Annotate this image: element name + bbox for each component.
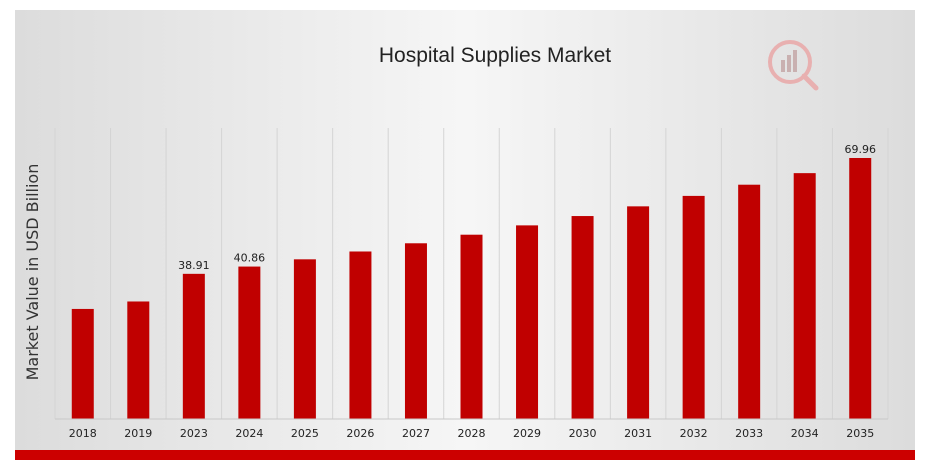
x-tick-label: 2034 — [791, 427, 819, 440]
grid-layer — [54, 128, 889, 419]
x-tick-label: 2023 — [180, 427, 208, 440]
x-tick-label: 2028 — [458, 427, 486, 440]
x-tick-label: 2027 — [402, 427, 430, 440]
bar-2033 — [738, 184, 761, 419]
x-tick-label: 2030 — [569, 427, 597, 440]
bar-2028 — [460, 234, 483, 419]
data-label: 38.91 — [178, 259, 210, 272]
label-layer: 38.91 40.86 69.96 — [178, 143, 876, 272]
bar-2027 — [404, 243, 427, 419]
x-tick-label: 2024 — [235, 427, 263, 440]
tick-layer: 2018 2019 2023 2024 2025 2026 2027 2028 2029 2030… — [69, 427, 874, 440]
bar-2018 — [71, 308, 94, 419]
data-label: 40.86 — [234, 252, 266, 265]
x-tick-label: 2029 — [513, 427, 541, 440]
bar-2023 — [182, 273, 205, 419]
bottom-accent-bar — [15, 450, 915, 460]
bar-2032 — [682, 195, 705, 419]
bar-layer — [71, 157, 872, 419]
y-axis-label: Market Value in USD Billion — [23, 164, 42, 381]
bar-2031 — [627, 206, 650, 419]
x-tick-label: 2018 — [69, 427, 97, 440]
brand-logo-icon — [768, 40, 819, 91]
bar-2019 — [127, 301, 150, 419]
bar-2034 — [793, 173, 816, 419]
chart-title: Hospital Supplies Market — [379, 44, 611, 67]
x-tick-label: 2019 — [124, 427, 152, 440]
bar-2025 — [293, 259, 316, 419]
x-tick-label: 2025 — [291, 427, 319, 440]
bar-2035 — [849, 157, 872, 419]
x-tick-label: 2032 — [680, 427, 708, 440]
x-tick-label: 2031 — [624, 427, 652, 440]
x-tick-label: 2033 — [735, 427, 763, 440]
bar-2024 — [238, 266, 261, 419]
bar-2030 — [571, 216, 594, 419]
bar-2029 — [516, 225, 539, 419]
x-tick-label: 2035 — [846, 427, 874, 440]
x-tick-label: 2026 — [346, 427, 374, 440]
data-label: 69.96 — [844, 143, 876, 156]
bar-2026 — [349, 251, 372, 419]
